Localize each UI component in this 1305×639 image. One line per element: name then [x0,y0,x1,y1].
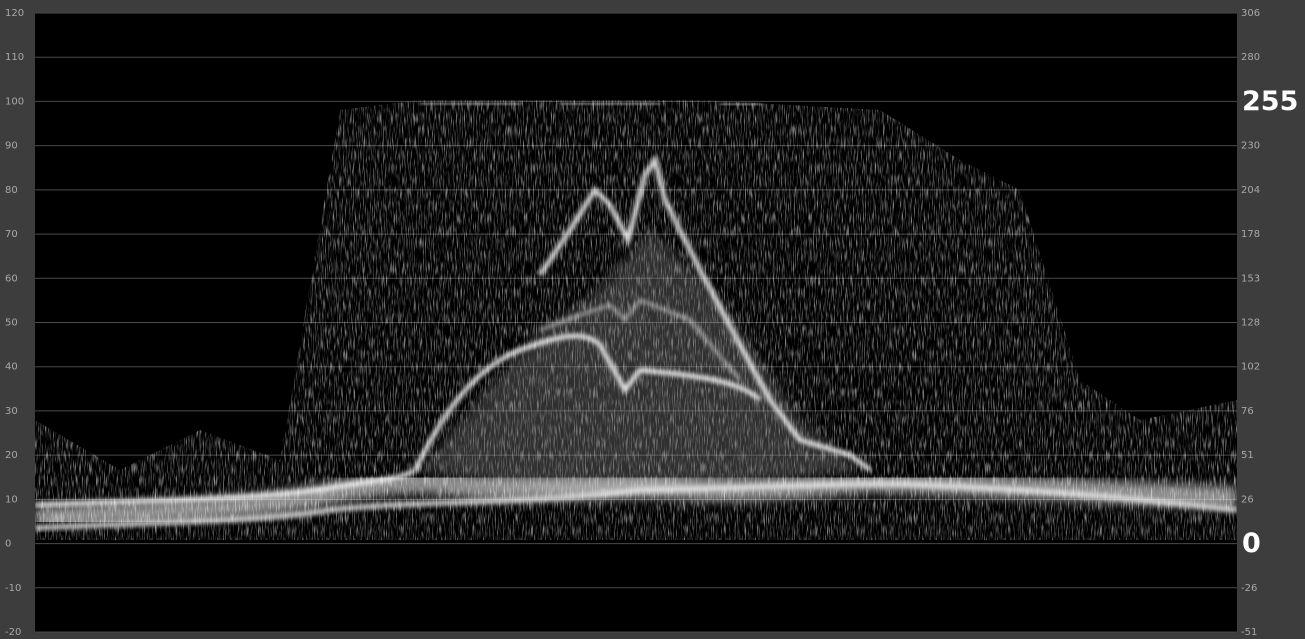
left-tick-label: 110 [5,52,24,63]
signal-line [35,481,1237,531]
left-tick-label: 90 [5,141,18,152]
right-tick-label: 128 [1241,318,1260,329]
right-tick-label: 204 [1241,185,1260,196]
right-tick-label: -51 [1241,627,1257,638]
left-tick-label: -20 [5,627,21,638]
right-tick-label: 280 [1241,52,1260,63]
right-tick-label: 153 [1241,273,1260,284]
right-tick-label: 230 [1241,141,1260,152]
right-tick-label: 102 [1241,362,1260,373]
signal-line [537,153,872,472]
left-tick-label: 100 [5,96,24,107]
left-tick-label: 10 [5,494,18,505]
right-tick-label: 51 [1241,450,1254,461]
clip-line [420,101,760,107]
signal-core [420,230,860,500]
right-tick-label: 255 [1242,86,1298,117]
left-tick-label: 120 [5,8,24,19]
left-tick-label: 20 [5,450,18,461]
right-tick-label: 178 [1241,229,1260,240]
right-tick-label: 26 [1241,494,1254,505]
signal-line [539,297,742,382]
left-tick-label: -10 [5,583,21,594]
signal-line [412,333,762,472]
left-tick-label: 50 [5,318,18,329]
left-tick-label: 0 [5,539,11,550]
waveform-trace [35,100,1237,540]
right-tick-label: 76 [1241,406,1254,417]
left-tick-label: 30 [5,406,18,417]
left-tick-label: 70 [5,229,18,240]
left-tick-label: 40 [5,362,18,373]
right-tick-label: 0 [1242,528,1261,559]
left-tick-label: 60 [5,273,18,284]
right-tick-label: 306 [1241,8,1260,19]
right-tick-label: -26 [1241,583,1257,594]
signal-line [35,467,417,508]
left-tick-label: 80 [5,185,18,196]
